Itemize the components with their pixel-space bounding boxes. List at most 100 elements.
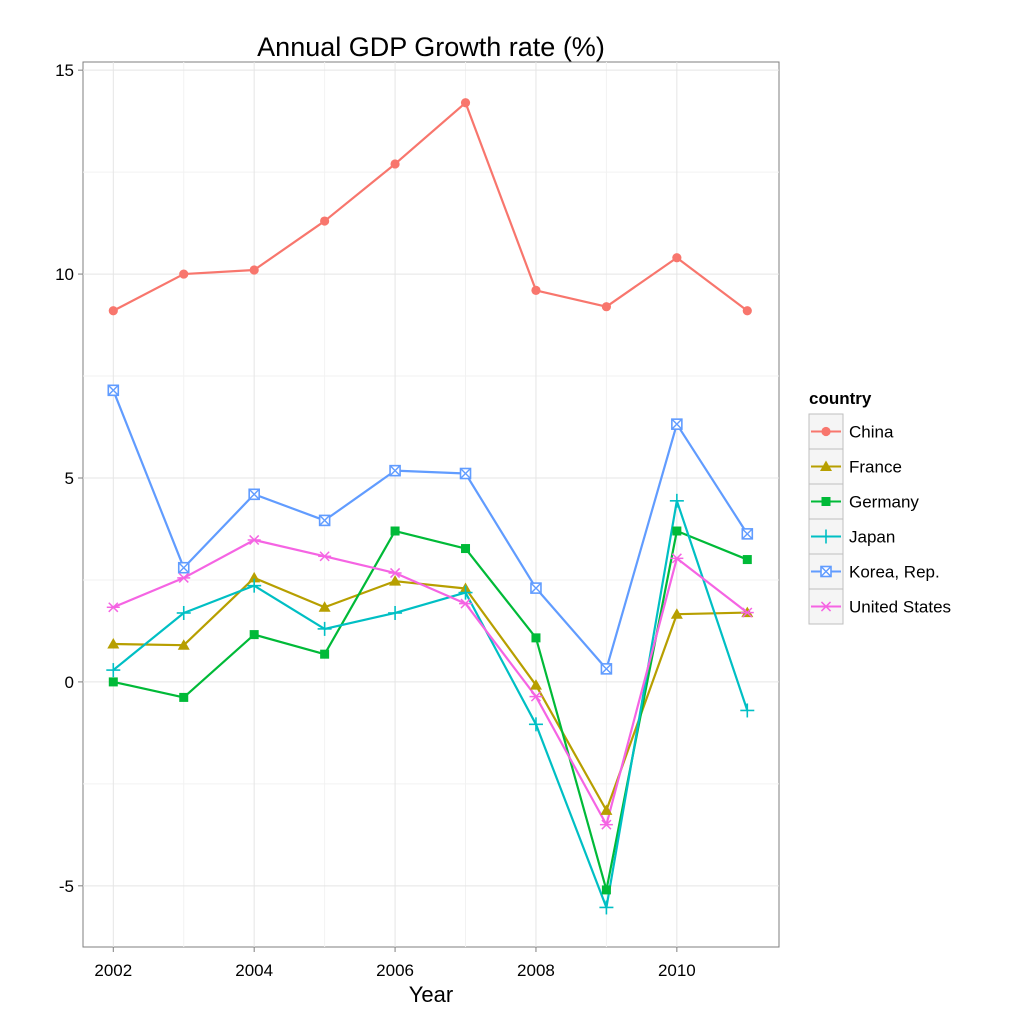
- data-point-germany: [390, 526, 400, 536]
- data-point-france: [177, 639, 190, 650]
- data-point-france: [389, 575, 402, 586]
- y-tick-label: -5: [59, 877, 74, 896]
- data-point-germany: [672, 526, 682, 536]
- data-point-france: [600, 804, 613, 815]
- data-point-united-states: [670, 553, 684, 564]
- legend-key-marker: [820, 460, 832, 471]
- legend-label: China: [849, 423, 894, 442]
- data-point-china: [672, 253, 682, 263]
- data-point-china: [531, 285, 541, 295]
- data-point-korea-rep: [389, 464, 401, 477]
- legend: country China France Germany Japan Korea, Re…: [808, 389, 951, 625]
- x-tick-label: 2006: [376, 961, 414, 980]
- legend-item-china: China: [808, 413, 894, 450]
- data-point-france: [248, 571, 261, 583]
- x-axis-ticks: 2002 2004 2006 2008 2010: [94, 947, 696, 980]
- y-axis-ticks: -5 0 5 10 15: [55, 61, 83, 896]
- y-tick-label: 0: [65, 673, 74, 692]
- data-point-united-states: [459, 598, 473, 609]
- data-point-germany: [601, 885, 611, 895]
- legend-item-france: France: [808, 448, 902, 485]
- legend-key-marker: [821, 426, 831, 437]
- legend-label: Japan: [849, 528, 895, 547]
- data-point-united-states: [599, 819, 613, 830]
- series-line-china: [112, 101, 748, 312]
- data-point-germany: [108, 677, 118, 687]
- minor-gridlines: [83, 62, 779, 947]
- data-point-united-states: [106, 602, 120, 613]
- data-point-korea-rep: [600, 663, 613, 675]
- legend-key-marker: [819, 601, 833, 612]
- legend-key-marker: [821, 497, 831, 506]
- legend-label: Korea, Rep.: [849, 563, 940, 582]
- data-point-germany: [461, 544, 471, 554]
- y-tick-label: 10: [55, 265, 74, 284]
- data-point-china: [390, 159, 400, 169]
- data-point-japan: [388, 605, 403, 620]
- data-point-china: [320, 216, 330, 226]
- data-point-korea-rep: [459, 467, 472, 480]
- data-point-france: [670, 608, 683, 619]
- data-point-china: [460, 98, 471, 108]
- legend-label: United States: [849, 598, 951, 617]
- data-point-china: [742, 306, 752, 316]
- data-point-japan: [740, 703, 755, 718]
- data-point-united-states: [318, 551, 332, 562]
- plot-panel: [82, 61, 780, 948]
- legend-item-japan: Japan: [808, 518, 895, 555]
- data-point-korea-rep: [530, 582, 542, 594]
- data-point-japan: [106, 663, 121, 678]
- data-point-korea-rep: [107, 384, 120, 397]
- data-point-china: [108, 306, 118, 316]
- x-tick-label: 2002: [94, 961, 132, 980]
- data-point-france: [529, 679, 542, 690]
- series-line-korea-rep: [112, 389, 749, 670]
- data-point-korea-rep: [177, 561, 190, 574]
- legend-key-marker: [819, 529, 833, 544]
- data-point-korea-rep: [741, 528, 754, 540]
- data-point-germany: [531, 633, 541, 643]
- data-point-united-states: [177, 572, 191, 583]
- y-tick-label: 15: [55, 61, 74, 80]
- data-point-united-states: [388, 567, 402, 579]
- data-point-japan: [528, 717, 543, 732]
- data-point-japan: [176, 605, 191, 620]
- data-point-germany: [249, 630, 259, 640]
- legend-key-marker: [820, 565, 832, 578]
- legend-item-korea-rep: Korea, Rep.: [808, 553, 940, 590]
- data-point-japan: [599, 900, 614, 915]
- series-line-united-states: [112, 538, 748, 826]
- x-tick-label: 2008: [517, 961, 555, 980]
- data-point-france: [107, 637, 120, 649]
- x-tick-label: 2004: [235, 961, 273, 980]
- data-point-china: [601, 302, 612, 312]
- legend-item-germany: Germany: [808, 483, 919, 520]
- data-point-germany: [179, 692, 189, 702]
- y-tick-label: 5: [65, 469, 74, 488]
- data-point-china: [249, 265, 259, 275]
- x-tick-label: 2010: [658, 961, 696, 980]
- data-point-united-states: [247, 534, 261, 546]
- chart-title: Annual GDP Growth rate (%): [257, 32, 605, 62]
- data-point-france: [318, 601, 331, 612]
- legend-title: country: [809, 389, 872, 408]
- series-lines: [112, 101, 749, 909]
- data-point-japan: [247, 578, 262, 593]
- data-point-china: [179, 269, 189, 279]
- data-point-united-states: [740, 607, 754, 618]
- legend-item-united-states: United States: [808, 588, 951, 625]
- series-points: [106, 98, 755, 915]
- legend-label: France: [849, 458, 902, 477]
- data-point-germany: [320, 649, 330, 659]
- legend-label: Germany: [849, 493, 919, 512]
- x-axis-title: Year: [409, 982, 453, 1007]
- data-point-japan: [669, 493, 684, 508]
- data-point-united-states: [529, 691, 543, 702]
- data-point-japan: [458, 585, 473, 600]
- data-point-germany: [742, 555, 752, 565]
- series-line-japan: [112, 499, 749, 909]
- data-point-japan: [317, 621, 332, 636]
- data-point-korea-rep: [318, 514, 331, 527]
- data-point-korea-rep: [671, 418, 683, 430]
